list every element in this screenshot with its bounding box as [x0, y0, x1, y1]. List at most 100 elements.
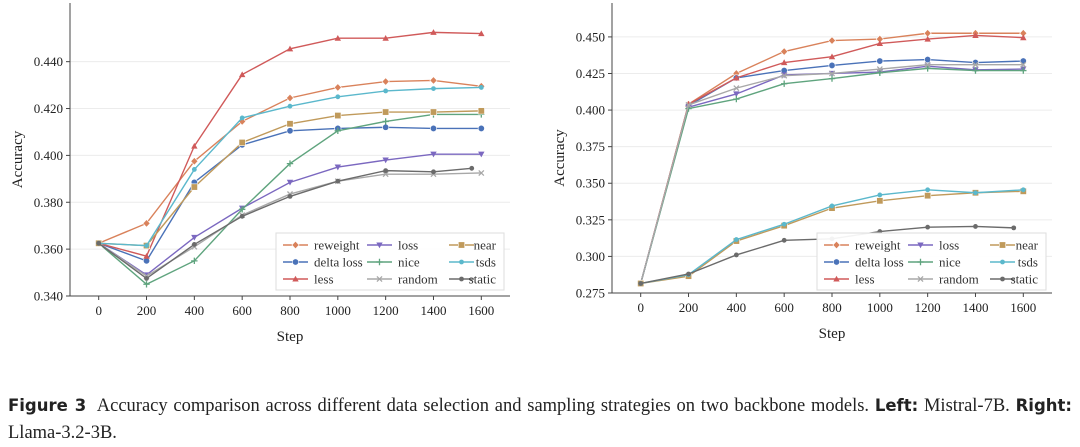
- legend-label-static: static: [1011, 272, 1039, 287]
- legend-label-less: less: [855, 272, 875, 287]
- x-tick-label: 1600: [468, 303, 494, 318]
- point-static: [335, 178, 341, 184]
- legend-label-reweight: reweight: [855, 238, 901, 253]
- point-nice: [828, 75, 836, 82]
- point-nice: [143, 281, 150, 288]
- x-axis-label: Step: [277, 329, 304, 345]
- point-reweight: [190, 157, 199, 166]
- point-loss: [382, 157, 389, 164]
- caption-text: Accuracy comparison across different dat…: [96, 396, 870, 416]
- legend-label-loss: loss: [939, 238, 959, 253]
- legend-label-near: near: [1016, 238, 1039, 253]
- point-nice: [1020, 67, 1027, 74]
- point-random: [924, 61, 931, 68]
- legend-label-delta-loss: delta loss: [855, 255, 904, 270]
- point-static: [383, 168, 389, 174]
- point-tsds: [287, 103, 293, 109]
- y-tick-label: 0.420: [34, 101, 63, 116]
- legend-marker-static: [459, 276, 464, 282]
- point-near: [190, 183, 198, 191]
- legend-label-tsds: tsds: [1018, 255, 1038, 270]
- point-random: [876, 66, 883, 73]
- point-reweight: [285, 93, 295, 103]
- x-tick-label: 200: [679, 300, 699, 315]
- caption-left-label: Left:: [874, 396, 919, 415]
- point-static: [431, 169, 436, 175]
- x-tick-label: 600: [774, 300, 794, 315]
- x-tick-label: 800: [280, 303, 300, 318]
- point-tsds: [239, 115, 245, 121]
- legend-label-random: random: [939, 272, 979, 287]
- x-tick-label: 200: [137, 303, 157, 318]
- x-tick-label: 400: [185, 303, 205, 318]
- legend-marker-loss: [376, 242, 383, 249]
- point-random: [685, 101, 692, 108]
- point-static: [239, 213, 245, 219]
- point-near: [334, 112, 342, 120]
- y-axis-label: Accuracy: [552, 129, 568, 187]
- legend-marker-delta-loss: [832, 258, 840, 266]
- x-tick-label: 0: [95, 303, 102, 318]
- y-tick-label: 0.325: [576, 212, 605, 227]
- y-tick-label: 0.440: [34, 54, 63, 69]
- point-static: [925, 224, 931, 230]
- legend-marker-delta-loss: [291, 258, 299, 266]
- y-tick-label: 0.350: [576, 176, 605, 191]
- legend: reweight loss near delta loss nice tsds less ra…: [275, 232, 505, 291]
- legend-label-loss: loss: [398, 238, 418, 253]
- point-tsds: [431, 86, 436, 92]
- point-nice: [334, 127, 342, 134]
- legend-label-nice: nice: [939, 255, 961, 270]
- point-near: [286, 120, 294, 128]
- figure-caption: Figure 3 Accuracy comparison across diff…: [8, 392, 1072, 447]
- legend-marker-random: [917, 275, 924, 283]
- point-reweight: [142, 219, 151, 228]
- point-static: [973, 224, 978, 229]
- y-tick-label: 0.375: [576, 139, 605, 154]
- series-near: [95, 107, 485, 250]
- legend-marker-random: [376, 275, 383, 283]
- point-less: [238, 71, 246, 78]
- point-static: [733, 252, 739, 258]
- caption-right-text: Llama-3.2-3B.: [8, 423, 117, 443]
- point-nice: [382, 118, 389, 125]
- point-static: [287, 194, 293, 199]
- point-static: [686, 271, 691, 277]
- series-less: [95, 29, 485, 259]
- point-delta-loss: [382, 123, 390, 131]
- legend-label-reweight: reweight: [314, 238, 360, 253]
- y-tick-label: 0.300: [576, 249, 605, 264]
- point-loss: [334, 164, 342, 171]
- point-static: [1011, 225, 1017, 231]
- x-tick-label: 1200: [915, 300, 941, 315]
- point-less: [478, 30, 485, 37]
- point-loss: [430, 151, 437, 158]
- legend-marker-reweight: [832, 240, 841, 250]
- y-tick-label: 0.400: [576, 103, 605, 118]
- point-tsds: [829, 203, 835, 209]
- y-tick-label: 0.380: [34, 195, 63, 210]
- point-static: [638, 281, 644, 286]
- point-tsds: [781, 221, 787, 227]
- point-less: [1020, 34, 1027, 41]
- series-tsds: [96, 85, 484, 249]
- legend-marker-less: [833, 275, 840, 282]
- point-near: [876, 197, 884, 205]
- y-tick-label: 0.425: [576, 66, 605, 81]
- caption-label: Figure 3: [8, 396, 87, 415]
- x-tick-label: 0: [637, 300, 644, 315]
- y-tick-label: 0.450: [576, 29, 605, 44]
- point-nice: [780, 80, 788, 87]
- point-reweight: [827, 36, 837, 45]
- point-loss: [733, 91, 740, 98]
- line-less: [98, 31, 482, 257]
- legend: reweight loss near delta loss nice tsds less ra…: [816, 232, 1047, 291]
- point-nice: [972, 67, 979, 74]
- x-tick-label: 1200: [373, 303, 399, 318]
- point-random: [1020, 61, 1027, 68]
- legend-marker-static: [1000, 276, 1005, 282]
- point-random: [733, 85, 740, 92]
- point-less: [430, 29, 437, 35]
- point-less: [780, 59, 788, 66]
- point-near: [382, 108, 390, 116]
